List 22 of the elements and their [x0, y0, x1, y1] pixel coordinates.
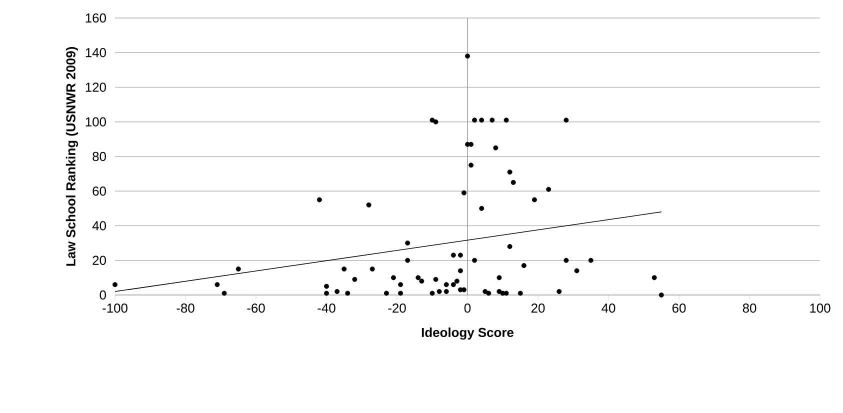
y-tick-label: 0	[100, 290, 106, 300]
y-axis-title: Law School Ranking (USNWR 2009)	[66, 47, 78, 266]
x-tick-label: -60	[247, 304, 265, 313]
x-tick-label: -80	[176, 304, 194, 313]
x-tick-label: 0	[464, 304, 471, 313]
y-tick-label: 160	[86, 13, 106, 23]
x-tick-label: -20	[388, 304, 406, 313]
x-tick-label: 60	[672, 304, 686, 313]
y-tick-label: 20	[92, 256, 106, 265]
y-tick-label: 40	[92, 221, 106, 230]
x-axis-title: Ideology Score	[422, 328, 514, 340]
x-tick-label: 20	[531, 304, 545, 313]
y-tick-label: 120	[86, 82, 106, 92]
y-tick-label: 100	[86, 117, 106, 126]
y-tick-label: 80	[92, 152, 106, 162]
x-tick-label: -40	[318, 304, 336, 313]
x-tick-label: 100	[810, 304, 830, 313]
x-tick-label: -100	[102, 304, 128, 313]
x-tick-label: 40	[602, 304, 616, 313]
y-tick-label: 60	[92, 186, 106, 196]
x-tick-label: 80	[742, 304, 756, 313]
y-tick-label: 140	[86, 48, 106, 58]
